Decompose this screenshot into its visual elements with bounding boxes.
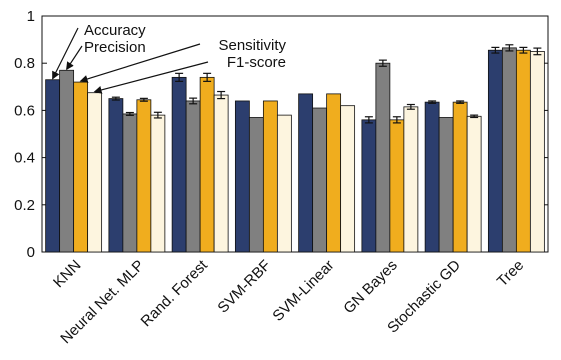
annotation-arrow xyxy=(66,45,83,71)
y-tick-label: 0.4 xyxy=(14,150,35,167)
bar-precision xyxy=(438,117,454,253)
y-tick-label: 0.2 xyxy=(14,197,35,214)
category-label: SVM-Linear xyxy=(269,257,337,325)
annotation-arrow xyxy=(79,43,201,83)
bar-f1-score xyxy=(150,114,166,253)
bar-sensitivity xyxy=(199,76,215,253)
bar-sensitivity xyxy=(389,119,405,253)
bar-accuracy xyxy=(361,119,377,253)
bars-group xyxy=(45,44,545,253)
annotation-label: Accuracy xyxy=(84,22,146,39)
bar-sensitivity xyxy=(73,81,89,253)
bar-accuracy xyxy=(298,93,314,253)
annotation-label: Sensitivity xyxy=(218,37,286,54)
bar-accuracy xyxy=(424,101,440,253)
bar-precision xyxy=(312,107,328,253)
bar-f1-score xyxy=(276,114,292,253)
bar-sensitivity xyxy=(326,93,342,253)
bar-f1-score xyxy=(340,105,356,253)
bar-sensitivity xyxy=(515,49,531,253)
category-label: Tree xyxy=(494,257,527,290)
bar-precision xyxy=(248,117,264,253)
category-label: SVM-RBF xyxy=(214,257,274,317)
bar-f1-score xyxy=(87,92,103,253)
category-label: KNN xyxy=(50,257,84,291)
bar-precision xyxy=(122,113,138,253)
bar-f1-score xyxy=(213,94,229,253)
bar-precision xyxy=(185,100,201,253)
annotation-arrow xyxy=(93,61,209,94)
y-tick-label: 0 xyxy=(27,244,35,261)
bar-accuracy xyxy=(171,76,187,253)
plot-frame xyxy=(41,15,549,253)
bar-f1-score xyxy=(403,106,419,253)
annotation-label: F1-score xyxy=(227,54,286,71)
category-label: GN Bayes xyxy=(340,257,400,317)
y-tick-label: 1 xyxy=(27,8,35,25)
bar-sensitivity xyxy=(262,100,278,253)
bar-sensitivity xyxy=(452,101,468,253)
bar-precision xyxy=(501,47,517,253)
bar-f1-score xyxy=(529,51,545,253)
bar-accuracy xyxy=(487,49,503,253)
category-label: Rand. Forest xyxy=(138,256,212,330)
bar-accuracy xyxy=(45,79,61,253)
bar-precision xyxy=(59,69,75,253)
annotation-arrow xyxy=(52,27,79,80)
bar-precision xyxy=(375,62,391,253)
bar-f1-score xyxy=(466,115,482,253)
annotation-label: Precision xyxy=(84,39,146,56)
y-tick-label: 0.8 xyxy=(14,55,35,72)
bar-accuracy xyxy=(108,98,124,253)
y-tick-label: 0.6 xyxy=(14,102,35,119)
bar-accuracy xyxy=(234,100,250,253)
bar-sensitivity xyxy=(136,99,152,253)
